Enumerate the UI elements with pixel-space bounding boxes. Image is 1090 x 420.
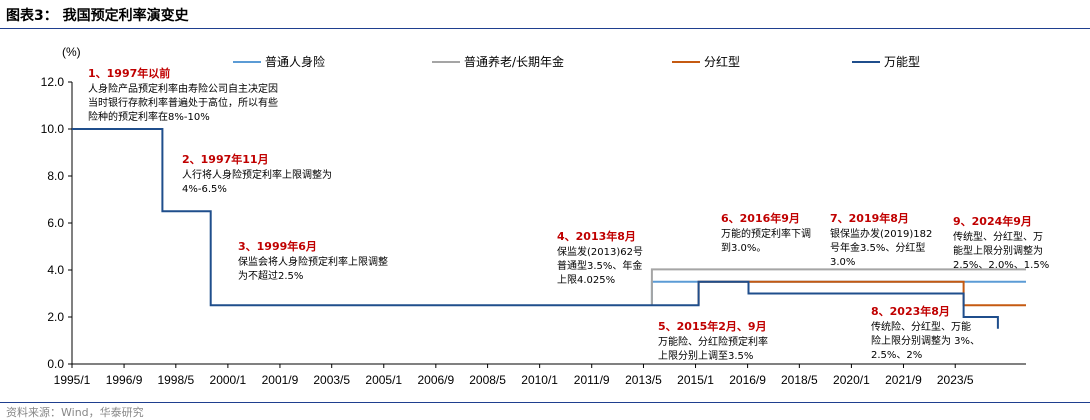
- y-tick-label: 12.0: [41, 75, 65, 89]
- series-line-4: [72, 128, 999, 329]
- annotation-line: 上限分别上调至3.5%: [658, 350, 753, 362]
- x-tick-label: 2011/9: [574, 373, 610, 387]
- x-tick-label: 2003/5: [313, 373, 350, 387]
- y-tick-label: 8.0: [47, 169, 64, 183]
- annotation-line: 为不超过2.5%: [238, 269, 303, 282]
- series-line-2: [650, 268, 1026, 306]
- annotation-line: 保监发(2013)62号: [557, 245, 643, 258]
- x-tick-label: 2005/1: [365, 373, 402, 387]
- annotation-title: 1、1997年以前: [88, 66, 170, 80]
- annotation-line: 能型上限分别调整为: [953, 244, 1043, 257]
- annotation-line: 到3.0%。: [721, 242, 766, 254]
- x-tick-label: 1995/1: [54, 373, 91, 387]
- x-tick-label: 2021/9: [885, 373, 922, 387]
- x-tick-label: 2008/5: [469, 373, 506, 387]
- x-tick-label: 2010/1: [521, 373, 558, 387]
- annotation-line: 普通型3.5%、年金: [557, 259, 642, 272]
- annotation-line: 2.5%、2%: [871, 350, 922, 361]
- x-tick-label: 2006/9: [417, 373, 454, 387]
- legend: 普通人身险 普通养老/长期年金 分红型 万能型: [233, 54, 920, 69]
- y-axis-unit: (%): [62, 45, 81, 59]
- legend-label-3: 分红型: [704, 54, 740, 69]
- annotation-line: 险上限分别调整为 3%、: [871, 334, 980, 347]
- y-tick-label: 2.0: [47, 310, 64, 324]
- x-tick-label: 2020/1: [833, 373, 870, 387]
- annotation-line: 险种的预定利率在8%-10%: [88, 110, 210, 123]
- source-note: 资料来源：Wind，华泰研究: [6, 406, 144, 419]
- legend-label-4: 万能型: [884, 55, 920, 69]
- series-lines: [72, 128, 1026, 329]
- x-tick-label: 2001/9: [262, 373, 299, 387]
- annotation-line: 当时银行存款利率普遍处于高位，所以有些: [88, 96, 278, 109]
- x-tick-label: 2000/1: [210, 373, 247, 387]
- x-tick-label: 2018/5: [781, 373, 818, 387]
- annotation-line: 保监会将人身险预定利率上限调整: [238, 255, 388, 268]
- rate-history-chart: (%) 0.0 2.0 4.0 6.0 8.0 10.0 12.0 1995/1 1996/9…: [41, 45, 1050, 387]
- annotation-title: 7、2019年8月: [830, 211, 909, 225]
- x-tick-label: 2015/1: [677, 373, 714, 387]
- annotation-line: 万能的预定利率下调: [721, 227, 811, 240]
- annotation-line: 人身险产品预定利率由寿险公司自主决定因: [88, 82, 278, 95]
- annotation-line: 号年金3.5%、分红型: [830, 241, 925, 254]
- annotation-title: 6、2016年9月: [721, 211, 800, 225]
- annotation-title: 3、1999年6月: [238, 239, 317, 253]
- annotation-title: 2、1997年11月: [182, 152, 269, 166]
- annotation-line: 传统型、分红型、万: [953, 230, 1043, 243]
- annotation-line: 3.0%: [830, 257, 855, 268]
- y-tick-label: 10.0: [41, 122, 65, 136]
- annotation-line: 传统险、分红型、万能: [871, 320, 971, 333]
- x-tick-label: 1998/5: [157, 373, 194, 387]
- legend-label-1: 普通人身险: [265, 54, 325, 69]
- y-tick-label: 4.0: [47, 263, 64, 277]
- annotation-line: 人行将人身险预定利率上限调整为: [182, 168, 332, 181]
- annotation-title: 8、2023年8月: [871, 304, 950, 318]
- y-ticks: 0.0 2.0 4.0 6.0 8.0 10.0 12.0: [41, 75, 72, 371]
- annotation-line: 2.5%、2.0%、1.5%: [953, 260, 1049, 271]
- y-tick-label: 0.0: [47, 357, 64, 371]
- y-tick-label: 6.0: [47, 216, 64, 230]
- annotation-title: 5、2015年2月、9月: [658, 319, 767, 333]
- source-bar: 资料来源：Wind，华泰研究: [0, 402, 1090, 419]
- annotation-title: 4、2013年8月: [557, 229, 636, 243]
- x-ticks: 1995/1 1996/9 1998/5 2000/1 2001/9 2003/5 2005…: [54, 364, 974, 387]
- annotation-line: 4%-6.5%: [182, 184, 227, 195]
- x-tick-label: 2013/5: [625, 373, 662, 387]
- legend-label-2: 普通养老/长期年金: [464, 54, 564, 69]
- annotation-1: 1、1997年以前人身险产品预定利率由寿险公司自主决定因当时银行存款利率普遍处于…: [88, 66, 278, 123]
- x-tick-label: 1996/9: [106, 373, 143, 387]
- annotations: 1、1997年以前人身险产品预定利率由寿险公司自主决定因当时银行存款利率普遍处于…: [88, 66, 1049, 362]
- annotation-line: 银保监办发(2019)182: [830, 227, 932, 240]
- annotation-line: 万能险、分红险预定利率: [658, 335, 768, 348]
- page-title: 图表3： 我国预定利率演变史: [6, 8, 189, 24]
- x-tick-label: 2016/9: [729, 373, 766, 387]
- annotation-title: 9、2024年9月: [953, 214, 1032, 228]
- title-bar: 图表3： 我国预定利率演变史: [0, 0, 1090, 29]
- x-tick-label: 2023/5: [937, 373, 974, 387]
- annotation-line: 上限4.025%: [557, 274, 615, 286]
